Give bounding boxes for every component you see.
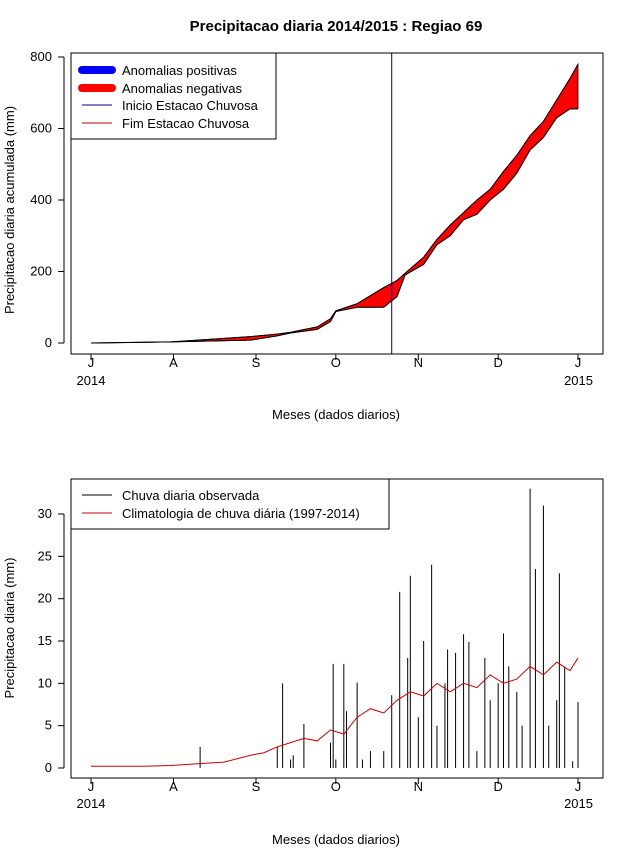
cumulative-month-label: N (414, 355, 423, 370)
legend-label-start: Inicio Estacao Chuvosa (122, 98, 259, 113)
observed-cumulative-line (90, 108, 578, 344)
daily-y-tick-label: 30 (38, 506, 52, 521)
daily-panel: 0 5 10 15 20 25 30 J A S O N D J 2014 2015 Meses (da… (2, 478, 604, 847)
cumulative-year-end: 2015 (564, 373, 593, 388)
daily-y-axis: 0 5 10 15 20 25 30 (38, 506, 65, 775)
daily-y-label: Precipitacao diaria (mm) (2, 558, 17, 699)
daily-month-label: A (169, 779, 178, 794)
daily-y-tick-label: 15 (38, 633, 52, 648)
daily-month-label: J (88, 779, 95, 794)
legend-label-climatology: Climatologia de chuva diária (1997-2014) (122, 506, 360, 521)
daily-observed-bars (199, 488, 579, 768)
daily-climatology-line (91, 657, 579, 767)
cumulative-month-label: O (331, 355, 341, 370)
daily-y-tick-label: 10 (38, 675, 52, 690)
daily-y-tick-label: 5 (45, 718, 52, 733)
cumulative-y-tick-label: 200 (30, 264, 52, 279)
legend-label-observed: Chuva diaria observada (122, 488, 260, 503)
cumulative-y-tick-label: 600 (30, 121, 52, 136)
daily-month-label: S (252, 779, 261, 794)
cumulative-month-label: J (575, 355, 582, 370)
daily-x-label: Meses (dados diarios) (272, 832, 400, 847)
legend-label-positive: Anomalias positivas (122, 63, 237, 78)
daily-legend-box (70, 478, 390, 530)
cumulative-y-axis: 0 200 400 600 800 (30, 49, 65, 350)
cumulative-month-label: A (169, 355, 178, 370)
climatology-cumulative-line (90, 63, 579, 344)
daily-year-start: 2014 (77, 796, 106, 811)
cumulative-month-label: J (88, 355, 95, 370)
climatology-daily-line (91, 657, 579, 767)
daily-y-tick-label: 25 (38, 548, 52, 563)
daily-month-label: N (414, 779, 423, 794)
daily-y-tick-label: 20 (38, 591, 52, 606)
daily-y-tick-label: 0 (45, 760, 52, 775)
cumulative-y-tick-label: 800 (30, 49, 52, 64)
daily-month-label: D (493, 779, 502, 794)
daily-month-label: O (331, 779, 341, 794)
legend-label-end: Fim Estacao Chuvosa (122, 116, 250, 131)
cumulative-y-tick-label: 0 (45, 335, 52, 350)
cumulative-title: Precipitacao diaria 2014/2015 : Regiao 6… (190, 18, 483, 35)
daily-legend: Chuva diaria observada Climatologia de c… (70, 478, 390, 530)
cumulative-month-label: S (252, 355, 261, 370)
daily-year-end: 2015 (564, 796, 593, 811)
cumulative-lines (90, 63, 579, 344)
daily-month-label: J (575, 779, 582, 794)
legend-label-negative: Anomalias negativas (122, 81, 242, 96)
cumulative-month-label: D (493, 355, 502, 370)
cumulative-year-start: 2014 (77, 373, 106, 388)
cumulative-x-label: Meses (dados diarios) (272, 407, 400, 422)
cumulative-panel: Precipitacao diaria 2014/2015 : Regiao 6… (2, 18, 604, 422)
cumulative-legend: Anomalias positivas Anomalias negativas … (70, 52, 277, 140)
cumulative-y-label: Precipitacao diaria acumulada (mm) (2, 106, 17, 314)
cumulative-y-tick-label: 400 (30, 192, 52, 207)
